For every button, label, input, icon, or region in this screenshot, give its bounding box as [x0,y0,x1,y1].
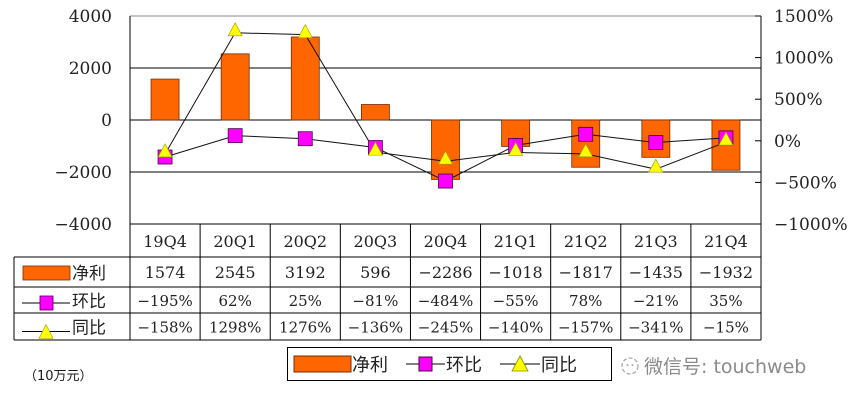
triangle-marker-icon [718,131,734,146]
bar-swatch-icon [293,355,352,373]
square-marker-icon [227,128,243,144]
legend-label: 净利 [352,355,388,376]
svg-text:−2000: −2000 [54,163,112,183]
svg-text:1298%: 1298% [209,319,261,337]
svg-text:−81%: −81% [352,292,398,310]
data-table: 19Q4 20Q1 20Q2 20Q3 20Q4 21Q1 21Q2 21Q3 21Q4 净利环比… [13,223,762,341]
legend-item-yoy: 同比 [500,355,577,376]
legend-label: 同比 [541,355,577,376]
svg-text:0: 0 [101,111,112,131]
svg-text:−2286: −2286 [418,263,472,282]
triangle-marker-icon [227,22,243,37]
svg-text:−21%: −21% [633,292,679,310]
svg-text:1000%: 1000% [774,49,833,69]
svg-text:35%: 35% [709,292,742,310]
legend-item-qoq: 环比 [406,355,482,376]
svg-text:−1000%: −1000% [774,215,848,235]
svg-text:−484%: −484% [418,292,473,310]
axes [129,15,762,225]
svg-text:78%: 78% [569,292,602,310]
square-marker-icon [438,173,453,189]
triangle-marker-icon [157,143,173,158]
bar-20Q2 [290,36,320,121]
triangle-marker-icon [367,141,383,156]
svg-text:−195%: −195% [137,292,192,310]
svg-text:1500%: 1500% [774,7,833,27]
watermark-text: 微信号: touchweb [644,356,807,378]
bar-20Q3 [360,104,390,121]
svg-text:2545: 2545 [215,263,256,282]
svg-text:−1932: −1932 [699,263,753,282]
svg-text:环比: 环比 [72,292,106,312]
square-marker-icon [648,135,664,150]
triangle-marker-icon [508,141,524,156]
svg-text:−4000: −4000 [54,215,112,235]
svg-text:20Q2: 20Q2 [283,232,327,251]
triangle-marker-icon [578,143,594,158]
svg-text:20Q3: 20Q3 [354,232,398,251]
svg-text:−1435: −1435 [629,263,683,282]
svg-text:21Q3: 21Q3 [634,232,678,251]
watermark: 微信号: touchweb [620,352,806,379]
right-axis-ticks: 1500% 1000% 500% 0% −500% −1000% [774,7,848,235]
bar-20Q4 [431,119,460,180]
svg-text:−500%: −500% [774,173,837,193]
svg-text:−15%: −15% [703,319,749,337]
ratio-lines [157,22,734,189]
triangle-marker-icon [297,24,313,38]
square-marker-icon [297,131,313,147]
svg-text:21Q1: 21Q1 [494,232,538,251]
svg-text:−245%: −245% [418,319,473,337]
svg-text:−1018: −1018 [489,263,543,282]
net-profit-bars [150,36,741,180]
legend-label: 环比 [446,355,482,376]
svg-text:3192: 3192 [285,263,326,282]
svg-text:19Q4: 19Q4 [143,232,187,251]
svg-text:0%: 0% [774,132,801,152]
square-marker-icon [418,356,433,372]
triangle-marker-icon [38,323,54,339]
bar-swatch-icon [22,265,71,281]
svg-text:21Q4: 21Q4 [704,232,748,251]
svg-text:−136%: −136% [348,319,403,337]
square-marker-icon [578,126,594,142]
wechat-icon [621,356,639,375]
svg-text:1574: 1574 [145,263,186,282]
legend: 净利 环比 同比 [287,347,612,381]
svg-text:1276%: 1276% [279,319,331,337]
svg-text:−158%: −158% [137,319,192,337]
svg-text:596: 596 [360,263,391,282]
unit-label: （10万元） [24,369,93,384]
svg-text:25%: 25% [289,292,322,310]
svg-text:500%: 500% [774,90,823,110]
triangle-marker-icon [648,158,664,173]
svg-text:21Q2: 21Q2 [564,232,608,251]
svg-text:−55%: −55% [493,292,539,310]
svg-text:20Q1: 20Q1 [213,232,257,251]
svg-text:−157%: −157% [558,319,613,337]
svg-text:−140%: −140% [488,319,543,337]
svg-text:4000: 4000 [69,7,112,27]
bar-20Q1 [220,53,250,121]
svg-text:20Q4: 20Q4 [424,232,468,251]
square-marker-icon [39,295,54,311]
bar-19Q4 [150,78,180,121]
svg-text:−1817: −1817 [559,263,613,282]
triangle-marker-icon [437,150,454,165]
triangle-marker-icon [511,355,529,372]
svg-text:同比: 同比 [72,319,106,339]
svg-text:2000: 2000 [69,59,112,79]
svg-text:62%: 62% [218,292,251,310]
left-axis-ticks: 4000 2000 0 −2000 −4000 [54,7,112,235]
svg-text:−341%: −341% [628,319,683,337]
svg-text:净利: 净利 [72,264,106,284]
legend-item-net-profit: 净利 [293,355,388,376]
